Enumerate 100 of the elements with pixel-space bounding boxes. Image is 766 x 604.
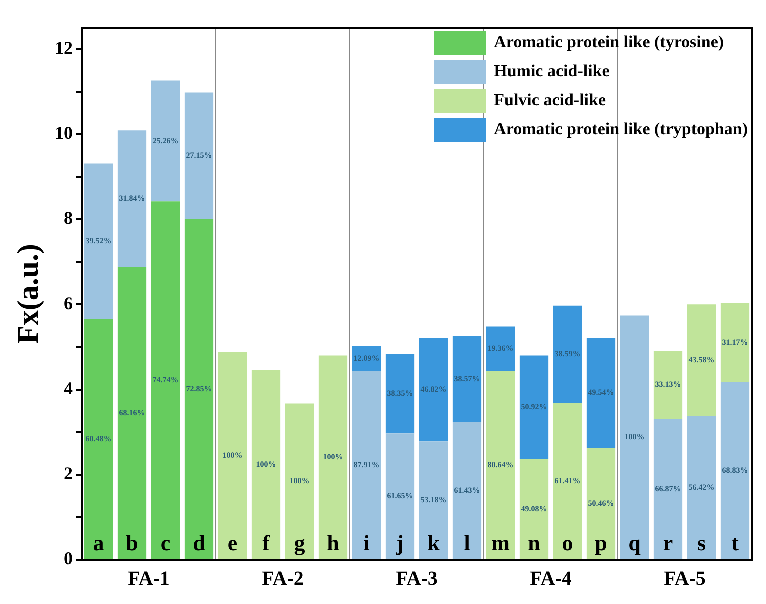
legend-label: Aromatic protein like (tyrosine) [494, 32, 724, 52]
text: FA-4 [530, 568, 572, 590]
annotation: 53.18% [420, 496, 447, 505]
bar [486, 326, 516, 372]
annotation: 60.48% [86, 434, 112, 444]
y-tick-label: 10 [55, 123, 73, 144]
annotation: 72.85% [186, 384, 212, 394]
bar [720, 382, 750, 560]
annotation: 49.54% [588, 388, 614, 398]
annotation: 27.15% [186, 150, 212, 160]
annotation: 61.41% [554, 476, 581, 486]
annotation: 49.08% [521, 504, 548, 514]
bar [318, 356, 348, 560]
legend-label: Humic acid-like [494, 61, 610, 80]
bar [687, 416, 716, 560]
x-tick-label: c [160, 530, 171, 556]
text: FA-2 [262, 568, 304, 590]
annotation: 50.92% [521, 402, 548, 412]
bar [84, 320, 114, 560]
y-tick-label: 6 [64, 293, 73, 314]
annotation: 68.16% [119, 408, 146, 418]
annotation: 33.13% [655, 380, 682, 390]
annotation: 46.82% [420, 385, 447, 394]
x-tick-label: n [528, 530, 540, 556]
bar [84, 164, 114, 320]
annotation: 12.09% [354, 354, 380, 363]
bar [118, 267, 147, 560]
annotation: 56.42% [688, 482, 715, 492]
x-tick-label: p [595, 530, 608, 556]
bar [151, 202, 180, 560]
y-tick-label: 12 [55, 38, 73, 58]
x-tick-label: d [193, 530, 206, 556]
x-tick-label: r [663, 530, 674, 556]
annotation: 43.58% [688, 355, 715, 364]
x-tick-label: a [93, 530, 104, 556]
annotation: 100% [290, 476, 310, 486]
x-tick-label: o [562, 530, 574, 556]
y-tick-label: 2 [64, 464, 73, 484]
bar [452, 336, 482, 423]
bar [151, 80, 180, 202]
annotation: 61.43% [454, 486, 480, 496]
annotation: 50.46% [588, 498, 614, 508]
bar [687, 304, 716, 416]
x-tick-label: b [126, 530, 138, 556]
text: FA-3 [396, 568, 438, 590]
bar [586, 338, 616, 448]
annotation: 100% [222, 450, 243, 460]
bar [620, 316, 650, 560]
bar [252, 370, 281, 560]
x-tick-label: g [294, 530, 306, 556]
bar [586, 448, 616, 560]
bar [654, 351, 683, 420]
x-tick-label: f [262, 530, 271, 556]
annotation: 39.52% [86, 236, 112, 246]
x-tick-label: e [228, 530, 238, 556]
bar [553, 403, 582, 560]
text: FA-1 [128, 568, 170, 590]
x-tick-label: h [327, 530, 340, 556]
annotation: 38.35% [387, 388, 414, 398]
legend-label: Fulvic acid-like [494, 90, 606, 110]
x-tick-label: m [492, 530, 510, 556]
annotation: 100% [256, 460, 276, 469]
bar [520, 356, 549, 460]
annotation: 100% [323, 452, 344, 462]
annotation: 38.57% [454, 374, 480, 384]
text: FA-5 [664, 568, 706, 590]
y-tick-label: 0 [64, 548, 73, 569]
legend-label: Aromatic protein like (tryptophan) [494, 119, 748, 138]
annotation: 38.59% [554, 350, 581, 359]
bar [352, 371, 382, 560]
annotation: 80.64% [488, 460, 514, 470]
bar [486, 371, 516, 560]
bar [452, 422, 482, 560]
bar [285, 404, 314, 560]
bar [386, 434, 415, 560]
annotation: 19.36% [488, 344, 514, 353]
annotation: 74.74% [152, 376, 179, 385]
annotation: 68.83% [722, 466, 748, 476]
bar [118, 130, 147, 268]
x-tick-label: j [396, 530, 404, 556]
annotation: 66.87% [655, 484, 682, 494]
annotation: 61.65% [387, 492, 414, 501]
bar [184, 219, 214, 560]
annotation: 87.91% [354, 460, 380, 470]
x-tick-label: q [628, 530, 642, 556]
bar [520, 459, 549, 560]
bar [386, 354, 415, 434]
annotation: 25.26% [152, 136, 179, 146]
bar [184, 92, 214, 220]
bar [720, 302, 750, 383]
annotation: 31.17% [722, 338, 748, 347]
x-tick-label: i [364, 530, 370, 556]
bar [419, 338, 448, 442]
bar [654, 419, 683, 560]
bar [218, 352, 248, 560]
x-tick-label: k [428, 530, 441, 556]
annotation: 31.84% [119, 194, 146, 203]
x-tick-label: t [732, 530, 740, 556]
annotation: 100% [624, 432, 645, 442]
x-tick-label: s [697, 530, 706, 556]
